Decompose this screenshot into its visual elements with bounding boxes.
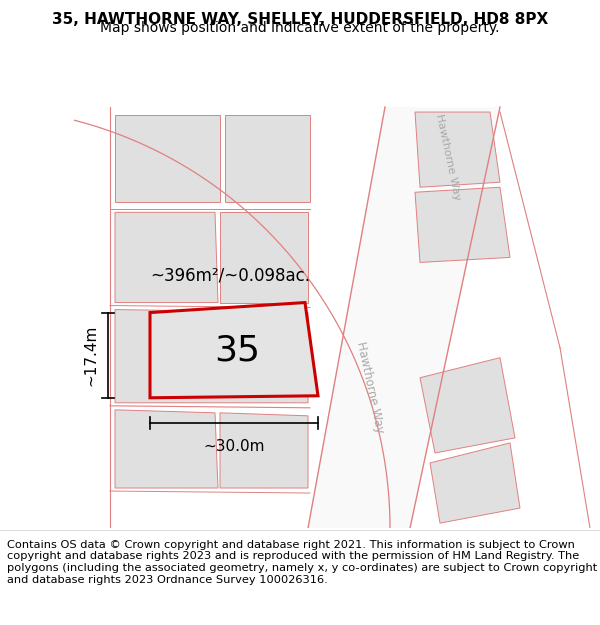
Text: Contains OS data © Crown copyright and database right 2021. This information is : Contains OS data © Crown copyright and d… [7, 540, 598, 584]
Polygon shape [115, 410, 218, 488]
Text: Hawthorne Way: Hawthorne Way [434, 113, 462, 201]
Polygon shape [115, 213, 218, 302]
Text: ~17.4m: ~17.4m [83, 324, 98, 386]
Polygon shape [415, 188, 510, 262]
Text: ~396m²/~0.098ac.: ~396m²/~0.098ac. [150, 266, 310, 284]
Polygon shape [220, 213, 308, 302]
Polygon shape [308, 107, 500, 528]
Text: Hawthorne Way: Hawthorne Way [354, 341, 386, 435]
Text: 35: 35 [215, 333, 260, 367]
Polygon shape [430, 443, 520, 523]
Polygon shape [220, 413, 308, 488]
Text: 35, HAWTHORNE WAY, SHELLEY, HUDDERSFIELD, HD8 8PX: 35, HAWTHORNE WAY, SHELLEY, HUDDERSFIELD… [52, 12, 548, 27]
Polygon shape [115, 309, 308, 402]
Polygon shape [415, 112, 500, 188]
Polygon shape [150, 302, 318, 398]
Text: ~30.0m: ~30.0m [203, 439, 265, 454]
Polygon shape [225, 115, 310, 202]
Text: Map shows position and indicative extent of the property.: Map shows position and indicative extent… [100, 21, 500, 35]
Polygon shape [420, 357, 515, 453]
Polygon shape [115, 115, 220, 202]
